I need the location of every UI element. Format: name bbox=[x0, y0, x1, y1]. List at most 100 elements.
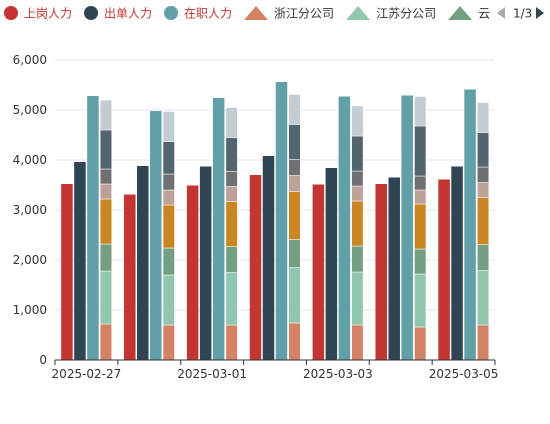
stack-segment-2025-02-28-3[interactable] bbox=[162, 247, 175, 276]
legend-item-6[interactable]: 云 bbox=[448, 6, 490, 21]
x-tick-label-1: 2025-02-27 bbox=[52, 367, 122, 381]
y-tick-label-3: 3,000 bbox=[13, 203, 47, 217]
stack-segment-2025-02-28-4[interactable] bbox=[162, 204, 175, 249]
stack-segment-2025-03-05-6[interactable] bbox=[477, 166, 490, 183]
legend-item-1[interactable]: 上岗人力 bbox=[4, 6, 72, 21]
stack-segment-2025-03-01-1[interactable] bbox=[225, 324, 238, 361]
stack-segment-2025-02-27-4[interactable] bbox=[99, 198, 112, 245]
bar-2025-03-05-s1[interactable] bbox=[438, 179, 450, 361]
stack-segment-2025-03-03-3[interactable] bbox=[351, 245, 364, 273]
stack-segment-2025-02-27-5[interactable] bbox=[99, 183, 112, 200]
y-tick-label-1: 1,000 bbox=[13, 303, 47, 317]
stack-segment-2025-03-03-6[interactable] bbox=[351, 170, 364, 187]
stack-segment-2025-03-01-4[interactable] bbox=[225, 201, 238, 247]
legend-prev-page-icon[interactable] bbox=[497, 7, 505, 19]
legend-label-2: 出单人力 bbox=[104, 7, 152, 21]
stack-segment-2025-03-05-3[interactable] bbox=[477, 244, 490, 271]
stack-segment-2025-02-27-8[interactable] bbox=[99, 99, 112, 131]
stack-segment-2025-03-03-8[interactable] bbox=[351, 105, 364, 137]
bar-2025-03-02-s2[interactable] bbox=[262, 156, 275, 360]
legend-item-3[interactable]: 在职人力 bbox=[164, 6, 232, 21]
stack-segment-2025-03-02-5[interactable] bbox=[288, 175, 301, 192]
stack-segment-2025-02-27-7[interactable] bbox=[99, 129, 112, 170]
bar-2025-03-05-s2[interactable] bbox=[451, 166, 463, 361]
bar-2025-02-27-s2[interactable] bbox=[74, 162, 86, 360]
bar-2025-03-03-s1[interactable] bbox=[312, 184, 325, 361]
stack-segment-2025-02-27-6[interactable] bbox=[99, 168, 112, 185]
stack-segment-2025-03-04-1[interactable] bbox=[414, 326, 427, 361]
bar-group-2025-03-04 bbox=[375, 95, 427, 361]
stack-segment-2025-03-05-8[interactable] bbox=[477, 102, 490, 133]
stack-segment-2025-03-01-8[interactable] bbox=[225, 107, 238, 138]
bar-2025-03-01-s2[interactable] bbox=[199, 166, 212, 361]
stack-segment-2025-02-28-5[interactable] bbox=[162, 189, 175, 206]
stack-segment-2025-03-03-1[interactable] bbox=[351, 324, 364, 361]
stack-segment-2025-03-01-7[interactable] bbox=[225, 137, 238, 172]
legend-item-2[interactable]: 出单人力 bbox=[84, 6, 152, 21]
stack-segment-2025-03-05-4[interactable] bbox=[477, 197, 490, 245]
legend-item-4[interactable]: 浙江分公司 bbox=[244, 6, 334, 21]
stack-segment-2025-03-01-5[interactable] bbox=[225, 186, 238, 202]
stack-segment-2025-03-03-5[interactable] bbox=[351, 185, 364, 202]
stack-segment-2025-03-04-7[interactable] bbox=[414, 125, 427, 177]
bar-2025-03-04-s1[interactable] bbox=[375, 184, 387, 360]
stack-segment-2025-02-27-2[interactable] bbox=[99, 270, 112, 325]
bar-2025-03-03-s3[interactable] bbox=[338, 96, 351, 361]
stack-segment-2025-03-03-4[interactable] bbox=[351, 200, 364, 247]
stack-segment-2025-03-05-2[interactable] bbox=[477, 270, 490, 326]
legend-marker-5 bbox=[346, 6, 371, 20]
stack-segment-2025-02-27-3[interactable] bbox=[99, 243, 112, 272]
bar-2025-03-02-s1[interactable] bbox=[249, 175, 262, 360]
stack-segment-2025-03-01-3[interactable] bbox=[225, 246, 238, 273]
stack-segment-2025-03-03-2[interactable] bbox=[351, 271, 364, 326]
y-tick-label-0: 0 bbox=[39, 353, 47, 367]
bar-2025-02-27-s1[interactable] bbox=[61, 184, 73, 360]
bar-group-2025-02-28 bbox=[124, 111, 175, 361]
bar-2025-03-01-s3[interactable] bbox=[212, 98, 225, 360]
stack-segment-2025-03-04-8[interactable] bbox=[414, 96, 427, 127]
legend-marker-6 bbox=[448, 6, 473, 20]
stack-segment-2025-03-04-5[interactable] bbox=[414, 189, 427, 205]
stack-segment-2025-03-04-3[interactable] bbox=[414, 248, 427, 275]
legend-item-5[interactable]: 江苏分公司 bbox=[346, 6, 436, 21]
x-tick-label-2: 2025-03-01 bbox=[177, 367, 247, 381]
stack-segment-2025-03-02-8[interactable] bbox=[288, 94, 301, 125]
bar-2025-02-28-s2[interactable] bbox=[137, 166, 149, 360]
stack-segment-2025-02-28-6[interactable] bbox=[162, 173, 175, 191]
bar-group-2025-03-02 bbox=[249, 82, 301, 361]
stack-segment-2025-03-02-7[interactable] bbox=[288, 124, 301, 160]
legend-marker-1 bbox=[4, 6, 18, 20]
stack-segment-2025-02-28-7[interactable] bbox=[162, 141, 175, 175]
stack-segment-2025-03-05-5[interactable] bbox=[477, 182, 490, 198]
bar-2025-03-02-s3[interactable] bbox=[275, 82, 288, 360]
bar-2025-03-04-s2[interactable] bbox=[388, 177, 400, 361]
stack-segment-2025-03-01-6[interactable] bbox=[225, 171, 238, 187]
stack-segment-2025-03-02-6[interactable] bbox=[288, 159, 301, 176]
stack-segment-2025-03-02-2[interactable] bbox=[288, 267, 301, 324]
stack-segment-2025-03-02-3[interactable] bbox=[288, 239, 301, 268]
stack-segment-2025-03-04-4[interactable] bbox=[414, 203, 427, 250]
bar-2025-03-04-s3[interactable] bbox=[401, 95, 413, 361]
bar-2025-02-27-s3[interactable] bbox=[87, 96, 99, 360]
stack-segment-2025-03-02-1[interactable] bbox=[288, 322, 301, 361]
stack-segment-2025-02-27-1[interactable] bbox=[99, 323, 112, 361]
bar-2025-03-05-s3[interactable] bbox=[464, 89, 476, 361]
stack-segment-2025-02-28-1[interactable] bbox=[162, 324, 175, 361]
bar-2025-03-01-s1[interactable] bbox=[186, 185, 199, 361]
bar-2025-03-03-s2[interactable] bbox=[325, 168, 338, 360]
stack-segment-2025-03-01-2[interactable] bbox=[225, 272, 238, 326]
stack-segment-2025-03-04-6[interactable] bbox=[414, 175, 427, 191]
stack-segment-2025-03-03-7[interactable] bbox=[351, 135, 364, 172]
stack-segment-2025-03-04-2[interactable] bbox=[414, 273, 427, 328]
y-tick-label-6: 6,000 bbox=[13, 53, 47, 67]
legend-page-indicator: 1/3 bbox=[513, 7, 532, 21]
stack-segment-2025-03-05-7[interactable] bbox=[477, 132, 490, 168]
bar-2025-02-28-s1[interactable] bbox=[124, 194, 136, 361]
legend-next-page-icon[interactable] bbox=[536, 7, 544, 19]
stack-segment-2025-02-28-2[interactable] bbox=[162, 274, 175, 326]
stack-segment-2025-02-28-8[interactable] bbox=[162, 111, 175, 142]
bar-2025-02-28-s3[interactable] bbox=[150, 111, 162, 360]
stack-segment-2025-03-02-4[interactable] bbox=[288, 191, 301, 240]
stack-segment-2025-03-05-1[interactable] bbox=[477, 324, 490, 361]
